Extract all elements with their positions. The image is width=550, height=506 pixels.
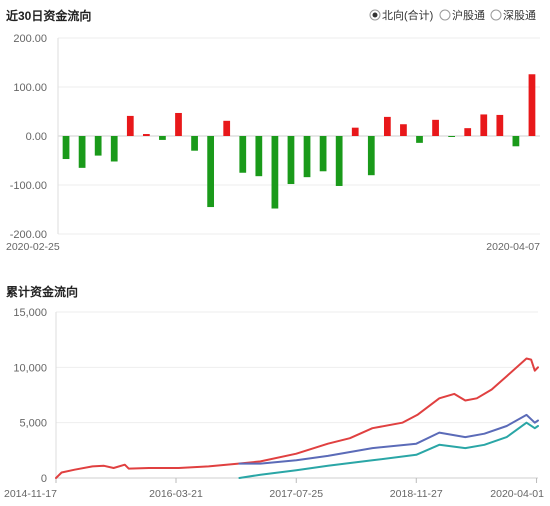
radio-group: 北向(合计) 沪股通 深股通: [369, 8, 536, 22]
bar-chart-grid: [57, 37, 540, 235]
bar: [448, 136, 456, 137]
bar: [367, 136, 375, 176]
radio-shenzhen-connect[interactable]: 深股通: [490, 9, 536, 22]
line-chart-x-axis: 2014-11-17 2016-03-21 2017-07-25 2018-11-27…: [4, 478, 544, 500]
line-chart-title: 累计资金流向: [6, 284, 78, 299]
bar: [207, 136, 215, 208]
bar-y-tick-label: 0.00: [26, 131, 47, 143]
radio-dot-icon: [372, 12, 378, 18]
bar-y-tick-label: 200.00: [13, 33, 47, 45]
bar-x-tick-start: 2020-02-25: [6, 241, 60, 253]
series-line-2: [238, 413, 539, 465]
bar: [351, 127, 359, 136]
line-y-tick-label: 5,000: [19, 418, 47, 430]
line-y-tick-label: 15,000: [13, 307, 47, 319]
bar: [62, 136, 70, 160]
bar: [400, 124, 407, 136]
bar-chart-title: 近30日资金流向: [6, 8, 91, 23]
line-chart-series: [55, 357, 539, 479]
line-chart-grid: [55, 311, 538, 479]
line-chart-y-axis: 15,000 10,000 5,000 0: [13, 307, 47, 485]
series-line-1: [55, 357, 539, 479]
bar: [287, 136, 295, 185]
radio-northbound[interactable]: 北向(合计): [369, 8, 433, 22]
bar: [110, 136, 118, 162]
line-y-tick-label: 0: [41, 473, 47, 485]
bar: [464, 128, 472, 136]
bar: [416, 136, 423, 143]
bar: [78, 136, 86, 168]
bar: [126, 115, 134, 136]
bar: [528, 74, 536, 136]
line-x-tick-label: 2017-07-25: [269, 488, 323, 500]
bar: [239, 136, 247, 173]
bar: [94, 136, 102, 156]
line-y-tick-label: 10,000: [13, 362, 47, 374]
bar: [512, 136, 520, 147]
radio-circle-icon[interactable]: [490, 9, 502, 21]
bar-chart-bars: [62, 74, 536, 209]
bar: [335, 136, 343, 186]
bar-y-tick-label: 100.00: [13, 82, 47, 94]
bar: [319, 136, 327, 172]
bar: [191, 136, 198, 151]
radio-label-shanghai: 沪股通: [452, 8, 485, 22]
radio-label-shenzhen: 深股通: [503, 9, 536, 22]
series-line-3: [238, 421, 539, 479]
bar-y-tick-label: -200.00: [10, 229, 47, 241]
bar: [271, 136, 279, 209]
line-x-tick-label: 2014-11-17: [4, 488, 57, 500]
bar-y-tick-label: -100.00: [10, 180, 47, 192]
bar: [383, 116, 391, 136]
line-x-tick-label: 2020-04-01: [490, 488, 544, 500]
bar: [175, 112, 182, 136]
bar: [432, 119, 439, 136]
bar: [255, 136, 263, 177]
bar: [142, 134, 150, 136]
bar: [480, 114, 488, 136]
line-x-tick-label: 2018-11-27: [390, 488, 443, 500]
bar-chart-y-axis: 200.00 100.00 0.00 -100.00 -200.00: [10, 33, 47, 241]
bar: [159, 136, 166, 140]
radio-shanghai-connect[interactable]: 沪股通: [439, 8, 485, 22]
bar: [496, 114, 504, 136]
line-x-tick-label: 2016-03-21: [149, 488, 203, 500]
radio-circle-icon[interactable]: [439, 9, 451, 21]
bar-x-tick-end: 2020-04-07: [486, 241, 540, 253]
radio-label-northbound: 北向(合计): [382, 8, 433, 22]
bar: [303, 136, 311, 178]
bar: [223, 120, 231, 136]
